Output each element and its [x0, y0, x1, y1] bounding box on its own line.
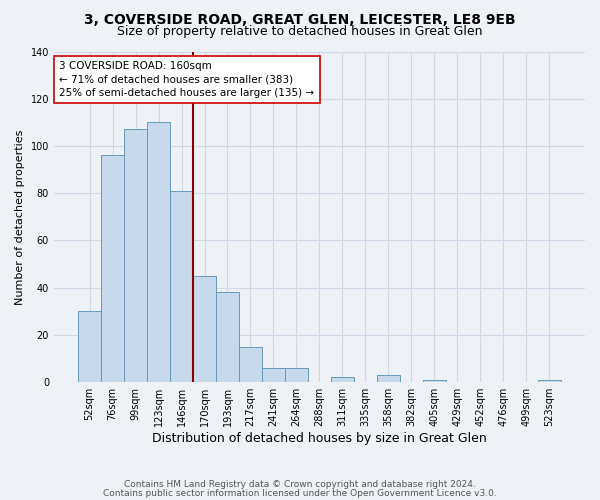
Bar	[170, 191, 193, 382]
Text: 3 COVERSIDE ROAD: 160sqm
← 71% of detached houses are smaller (383)
25% of semi-: 3 COVERSIDE ROAD: 160sqm ← 71% of detach…	[59, 62, 314, 98]
Bar	[538, 380, 561, 382]
Y-axis label: Number of detached properties: Number of detached properties	[15, 129, 25, 304]
Bar	[124, 130, 147, 382]
Bar	[101, 156, 124, 382]
Text: Contains public sector information licensed under the Open Government Licence v3: Contains public sector information licen…	[103, 488, 497, 498]
Bar	[377, 375, 400, 382]
Bar	[193, 276, 216, 382]
Bar	[239, 347, 262, 382]
Bar	[147, 122, 170, 382]
Text: Contains HM Land Registry data © Crown copyright and database right 2024.: Contains HM Land Registry data © Crown c…	[124, 480, 476, 489]
Bar	[216, 292, 239, 382]
Bar	[78, 312, 101, 382]
Bar	[423, 380, 446, 382]
Bar	[331, 378, 354, 382]
Bar	[262, 368, 285, 382]
Text: 3, COVERSIDE ROAD, GREAT GLEN, LEICESTER, LE8 9EB: 3, COVERSIDE ROAD, GREAT GLEN, LEICESTER…	[84, 12, 516, 26]
X-axis label: Distribution of detached houses by size in Great Glen: Distribution of detached houses by size …	[152, 432, 487, 445]
Bar	[285, 368, 308, 382]
Text: Size of property relative to detached houses in Great Glen: Size of property relative to detached ho…	[117, 25, 483, 38]
